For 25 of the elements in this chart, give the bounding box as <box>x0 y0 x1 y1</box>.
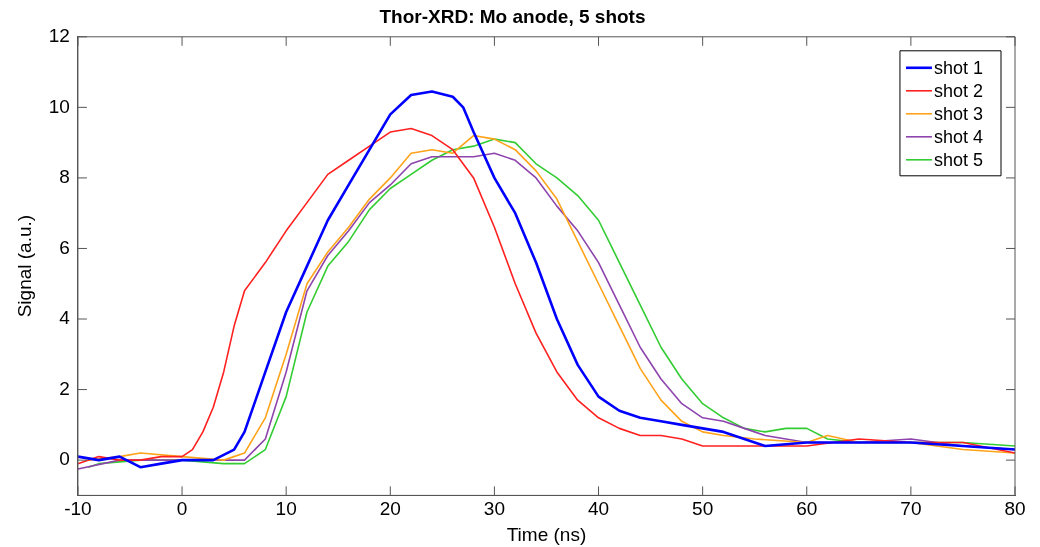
y-axis-title: Signal (a.u.) <box>13 214 35 318</box>
x-axis-title: Time (ns) <box>506 523 587 545</box>
x-tick-label: 60 <box>796 498 818 520</box>
x-tick-label: 10 <box>275 498 297 520</box>
legend-label: shot 5 <box>933 149 984 170</box>
y-tick-label: 8 <box>59 166 70 188</box>
x-tick-label: 80 <box>1004 498 1026 520</box>
chart-title: Thor-XRD: Mo anode, 5 shots <box>379 5 646 27</box>
x-tick-label: 50 <box>692 498 714 520</box>
y-tick-label: 4 <box>59 307 71 329</box>
x-tick-label: 70 <box>900 498 922 520</box>
y-tick-label: 12 <box>48 25 70 47</box>
x-tick-label: 20 <box>379 498 401 520</box>
x-tick-label: -10 <box>64 498 92 520</box>
x-tick-label: 30 <box>483 498 505 520</box>
y-tick-label: 2 <box>59 377 70 399</box>
x-tick-label: 0 <box>176 498 188 520</box>
legend-label: shot 4 <box>933 126 984 147</box>
y-tick-label: 10 <box>48 95 70 117</box>
legend-label: shot 2 <box>933 80 984 101</box>
y-tick-label: 0 <box>59 448 70 470</box>
legend-label: shot 3 <box>933 103 984 124</box>
x-tick-label: 40 <box>587 498 610 520</box>
legend-label: shot 1 <box>933 57 984 78</box>
y-tick-label: 6 <box>59 236 70 258</box>
